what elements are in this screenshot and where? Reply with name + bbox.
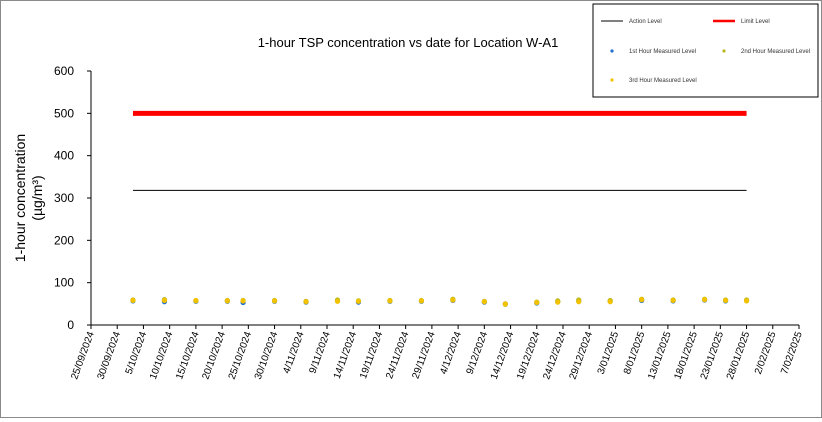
x-tick-label: 4/11/2024 [281,330,306,375]
legend-third-swatch [610,78,614,82]
y-tick-label: 0 [67,318,74,332]
legend-third-label: 3rd Hour Measured Level [629,78,697,84]
x-tick-label: 25/10/2024 [227,330,255,381]
x-tick-label: 29/12/2024 [568,330,596,381]
x-tick-label: 13/01/2025 [646,330,674,381]
x-tick-label: 5/10/2024 [124,330,150,376]
third-hour-point [271,298,278,304]
x-tick-label: 2/02/2025 [753,330,779,376]
third-hour-point [607,299,613,305]
x-tick-label: 8/01/2025 [622,330,648,376]
legend-second-swatch [722,49,726,53]
x-tick-label: 30/09/2024 [96,330,124,381]
y-axis-label: 1-hour concentration (µg/m³) [12,134,45,262]
y-tick-label: 400 [54,149,74,163]
legend-action-label: Action Level [629,19,662,25]
third-hour-point [534,299,540,306]
x-tick-label: 24/11/2024 [384,330,411,381]
third-hour-point [481,299,487,305]
x-tick-label: 24/12/2024 [541,330,569,381]
axes [90,71,799,326]
x-tick-label: 9/12/2024 [465,330,491,376]
x-tick-label: 9/11/2024 [308,330,333,375]
y-axis-label-line1: 1-hour concentration [12,134,28,262]
y-tick-label: 300 [54,191,74,205]
third-hour-point [555,299,561,305]
x-tick-label: 20/10/2024 [200,330,228,381]
x-tick-label: 25/09/2024 [69,330,97,381]
legend-first-label: 1st Hour Measured Level [629,49,696,55]
series-layer [130,110,750,307]
y-tick-label: 100 [54,276,74,290]
legend-second-label: 2nd Hour Measured Level [741,49,810,55]
x-tick-label: 14/12/2024 [489,330,517,381]
x-tick-label: 3/01/2025 [596,330,622,376]
y-ticks: 0 100 200 300 400 500 600 [54,64,91,332]
legend-first-swatch [610,49,614,53]
y-axis-label-line2: (µg/m³) [29,175,45,220]
third-hour-point [130,297,136,304]
x-tick-label: 19/12/2024 [515,330,543,381]
x-tick-label: 10/10/2024 [148,330,176,381]
third-hour-point [355,298,362,304]
x-tick-label: 7/02/2025 [779,330,805,376]
third-hour-point [193,297,199,304]
third-hour-point [576,299,582,305]
y-tick-label: 600 [54,64,74,78]
third-hour-point [722,297,729,304]
x-tick-label: 30/10/2024 [253,330,281,381]
third-hour-point [387,298,393,304]
third-hour-point [702,297,708,303]
third-hour-point [450,297,456,303]
x-tick-label: 23/01/2025 [699,330,727,381]
x-tick-label: 28/01/2025 [725,330,753,381]
y-tick-label: 500 [54,106,74,120]
x-tick-label: 29/11/2024 [411,330,438,381]
third-hour-point [670,297,676,304]
x-tick-label: 18/01/2025 [672,330,700,381]
x-tick-label: 15/10/2024 [174,330,202,381]
legend-limit-label: Limit Level [741,19,770,25]
legend: Action Level Limit Level 1st Hour Measur… [592,3,819,98]
third-hour-point [743,298,750,304]
x-tick-label: 14/11/2024 [332,330,359,381]
legend-box [592,3,819,98]
third-hour-point [334,298,341,304]
third-hour-point [240,298,246,304]
third-hour-point [161,297,168,304]
third-hour-point [502,301,508,307]
x-tick-label: 4/12/2024 [438,330,464,376]
third-hour-point [418,298,424,304]
third-hour-point [224,298,230,304]
x-tick-label: 19/11/2024 [358,330,385,381]
y-tick-label: 200 [54,233,74,247]
chart-title: 1-hour TSP concentration vs date for Loc… [258,35,559,50]
third-hour-point [303,299,309,305]
third-hour-point [639,297,645,303]
